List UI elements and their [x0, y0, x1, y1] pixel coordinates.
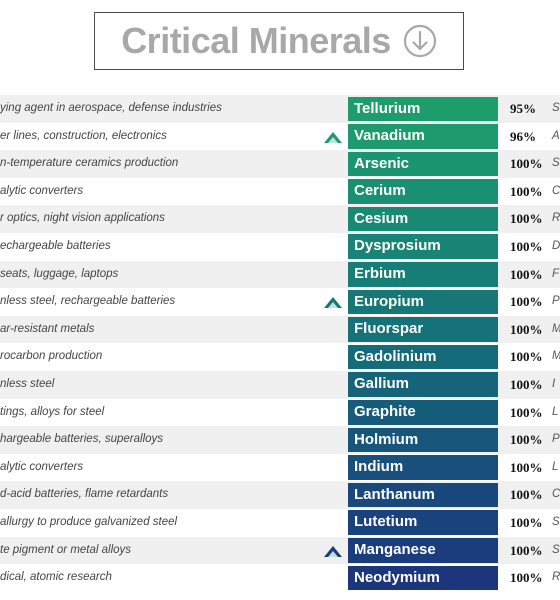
import-percentage: 100% [510, 183, 543, 199]
mineral-name: Manganese [348, 538, 498, 563]
import-percentage: 96% [510, 128, 536, 144]
table-row: rocarbon production Gadolinium 100% M [0, 343, 560, 371]
mineral-name: Lutetium [348, 510, 498, 535]
import-percentage: 100% [510, 542, 543, 558]
mineral-use: dical, atomic research [0, 571, 112, 584]
import-percentage: 100% [510, 487, 543, 503]
table-row: ying agent in aerospace, defense industr… [0, 95, 560, 123]
mountain-marker-icon [324, 131, 342, 143]
source-country: S [552, 102, 560, 114]
mineral-use: nless steel, rechargeable batteries [0, 295, 176, 308]
source-country: I [552, 377, 556, 390]
mineral-name: Holmium [348, 427, 498, 453]
table-row: seats, luggage, laptops Erbium 100% F [0, 260, 560, 289]
source-country: R [552, 212, 560, 225]
mineral-use: er lines, construction, electronics [0, 129, 167, 142]
mountain-marker-icon [324, 297, 342, 309]
table-row: allurgy to produce galvanized steel Lutet… [0, 509, 560, 537]
source-country: S [552, 515, 560, 528]
table-row: nless steel Gallium 100% I [0, 370, 560, 399]
table-row: dical, atomic research Neodymium 100% R [0, 564, 560, 592]
source-country: D [552, 239, 560, 252]
mineral-use: rocarbon production [0, 350, 103, 363]
source-country: L [552, 460, 559, 473]
minerals-table: ying agent in aerospace, defense industr… [0, 95, 560, 592]
table-row: nless steel, rechargeable batteries Europ… [0, 288, 560, 316]
mineral-name: Neodymium [348, 565, 498, 591]
source-country: C [552, 488, 560, 501]
mineral-name: Erbium [348, 262, 498, 287]
mineral-use: d-acid batteries, flame retardants [0, 488, 169, 501]
page-title: Critical Minerals [121, 20, 391, 61]
source-country: P [552, 295, 560, 308]
import-percentage: 100% [510, 349, 543, 365]
mineral-use: alytic converters [0, 184, 84, 197]
title-box: Critical Minerals [94, 12, 464, 70]
mineral-use: ying agent in aerospace, defense industr… [0, 102, 222, 114]
table-row: hargeable batteries, superalloys Holmium 1… [0, 426, 560, 454]
mineral-use: nless steel [0, 377, 55, 390]
source-country: C [552, 184, 560, 197]
mineral-use: n-temperature ceramics production [0, 157, 179, 170]
mineral-name: Gadolinium [348, 344, 498, 370]
mineral-name: Fluorspar [348, 317, 498, 342]
import-percentage: 100% [510, 266, 543, 282]
mineral-use: r optics, night vision applications [0, 212, 165, 225]
mineral-name: Cesium [348, 206, 498, 232]
import-percentage: 100% [510, 514, 543, 530]
mineral-name: Indium [348, 455, 498, 480]
mineral-name: Europium [348, 289, 498, 315]
mineral-name: Lanthanum [348, 482, 498, 508]
table-row: er lines, construction, electronics Vanad… [0, 123, 560, 151]
import-percentage: 100% [510, 404, 543, 420]
mineral-name: Cerium [348, 179, 498, 204]
source-country: A [552, 129, 560, 142]
mineral-use: allurgy to produce galvanized steel [0, 515, 178, 528]
source-country: R [552, 571, 560, 584]
source-country: P [552, 433, 560, 446]
mineral-name: Vanadium [348, 124, 498, 149]
import-percentage: 100% [510, 459, 543, 475]
table-row: r optics, night vision applications Cesiu… [0, 205, 560, 233]
table-row: alytic converters Indium 100% L [0, 454, 560, 482]
import-percentage: 100% [510, 156, 543, 172]
import-percentage: 100% [510, 294, 543, 310]
source-country: S [552, 543, 560, 556]
mineral-name: Gallium [348, 372, 498, 398]
import-percentage: 95% [510, 101, 536, 116]
mountain-marker-icon [324, 545, 342, 557]
import-percentage: 100% [510, 321, 543, 337]
import-percentage: 100% [510, 376, 543, 392]
import-percentage: 100% [510, 570, 543, 586]
mineral-use: seats, luggage, laptops [0, 267, 119, 280]
mineral-name: Tellurium [348, 96, 498, 122]
import-percentage: 100% [510, 211, 543, 227]
table-row: te pigment or metal alloys Manganese 100% S [0, 536, 560, 565]
source-country: F [552, 267, 560, 280]
table-row: d-acid batteries, flame retardants Lantha… [0, 481, 560, 509]
source-country: S [552, 157, 560, 170]
mineral-name: Dysprosium [348, 234, 498, 260]
mineral-use: ar-resistant metals [0, 322, 95, 335]
table-row: ar-resistant metals Fluorspar 100% M [0, 315, 560, 344]
table-row: n-temperature ceramics production Arsenic… [0, 150, 560, 178]
table-row: echargeable batteries Dysprosium 100% D [0, 233, 560, 261]
arrow-down-circle-icon[interactable] [403, 24, 437, 58]
mineral-name: Arsenic [348, 151, 498, 177]
table-row: alytic converters Cerium 100% C [0, 178, 560, 206]
mineral-use: echargeable batteries [0, 239, 111, 252]
import-percentage: 100% [510, 238, 543, 254]
import-percentage: 100% [510, 432, 543, 448]
mineral-use: tings, alloys for steel [0, 405, 105, 418]
mineral-use: alytic converters [0, 460, 84, 473]
mineral-name: Graphite [348, 400, 498, 425]
source-country: L [552, 405, 559, 418]
source-country: M [552, 343, 560, 371]
table-row: tings, alloys for steel Graphite 100% L [0, 399, 560, 427]
mineral-use: hargeable batteries, superalloys [0, 433, 164, 446]
source-country: M [552, 316, 560, 344]
mineral-use: te pigment or metal alloys [0, 543, 132, 556]
